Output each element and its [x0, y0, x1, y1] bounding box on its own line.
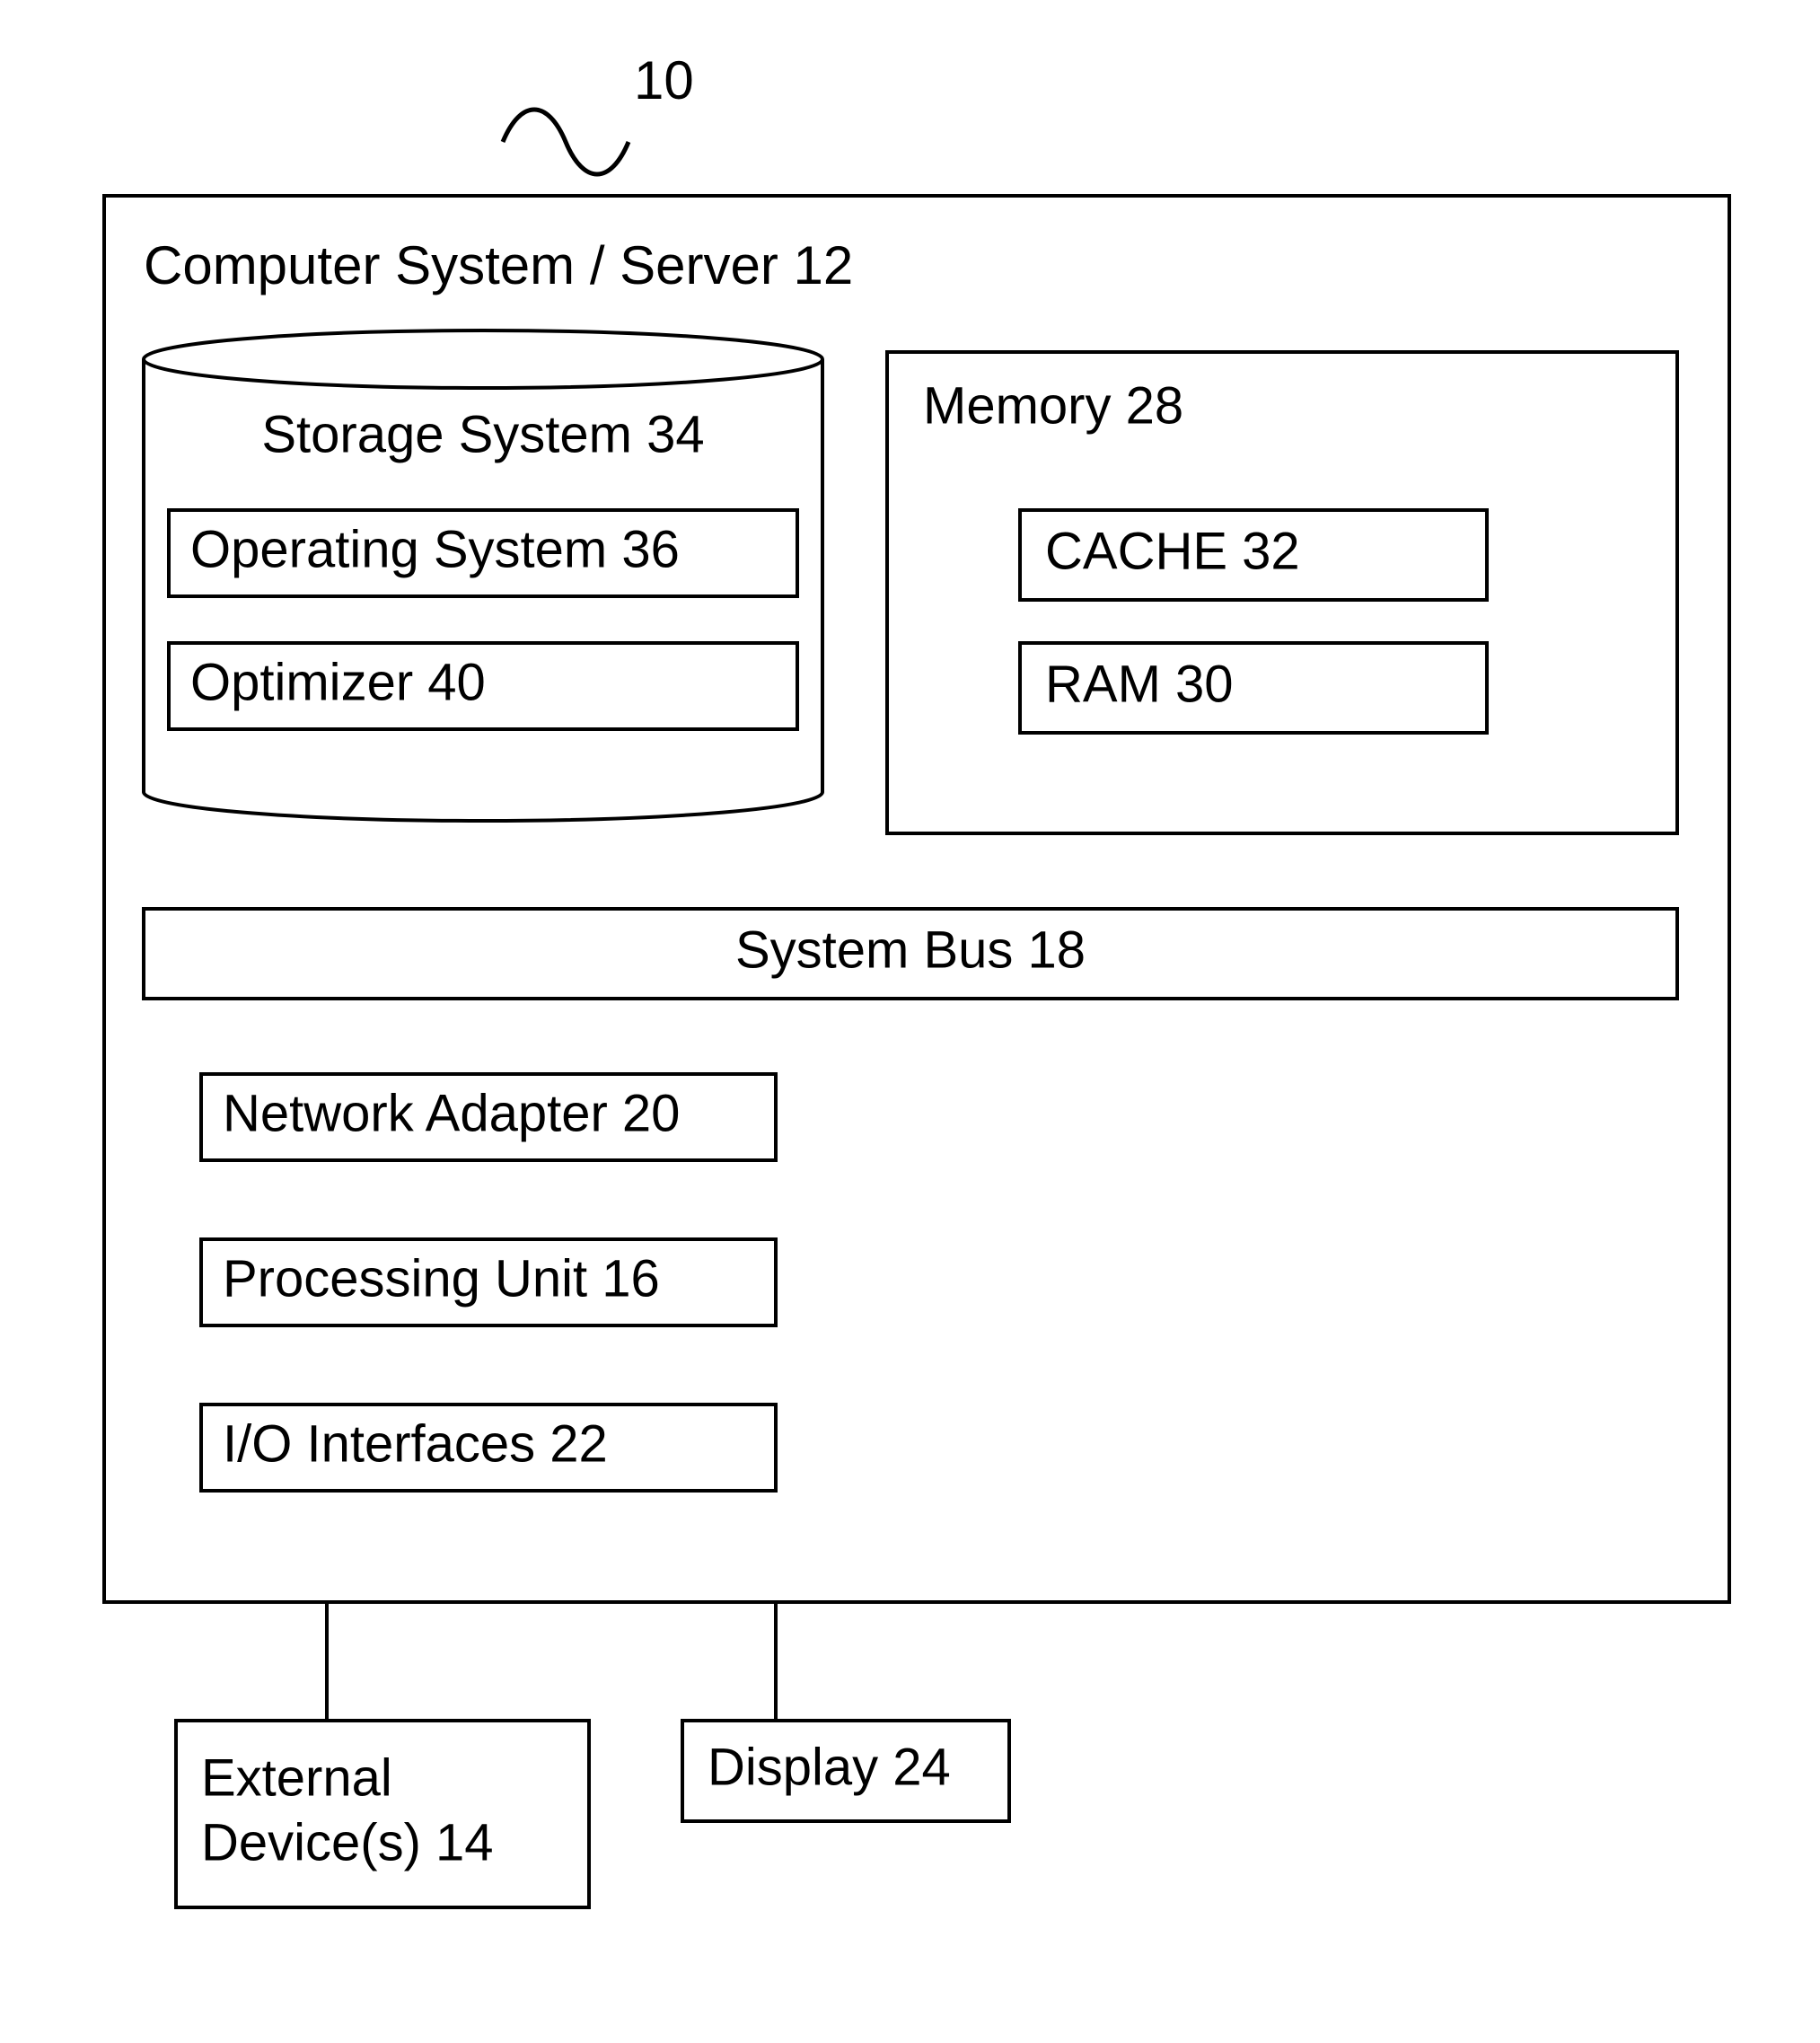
storage-item-label-1: Optimizer 40 — [190, 653, 486, 711]
storage-item-label-0: Operating System 36 — [190, 520, 680, 578]
ref-number-10: 10 — [634, 50, 694, 110]
external-block-label-0-0: External — [201, 1748, 392, 1807]
memory-title: Memory 28 — [923, 376, 1183, 435]
external-block-label-1-0: Display 24 — [708, 1738, 951, 1796]
storage-cylinder-top — [144, 330, 822, 388]
lower-block-label-1: Processing Unit 16 — [223, 1249, 660, 1308]
lower-block-label-2: I/O Interfaces 22 — [223, 1414, 608, 1473]
computer-system-server-title: Computer System / Server 12 — [144, 235, 853, 295]
storage-system-title: Storage System 34 — [261, 405, 704, 463]
storage-cylinder-bottom — [144, 792, 822, 821]
lower-block-label-0: Network Adapter 20 — [223, 1084, 680, 1142]
memory-item-label-1: RAM 30 — [1045, 655, 1234, 713]
system-bus-label: System Bus 18 — [735, 920, 1086, 979]
ref-squiggle — [503, 110, 629, 174]
memory-item-label-0: CACHE 32 — [1045, 522, 1300, 580]
external-block-label-0-1: Device(s) 14 — [201, 1813, 494, 1871]
